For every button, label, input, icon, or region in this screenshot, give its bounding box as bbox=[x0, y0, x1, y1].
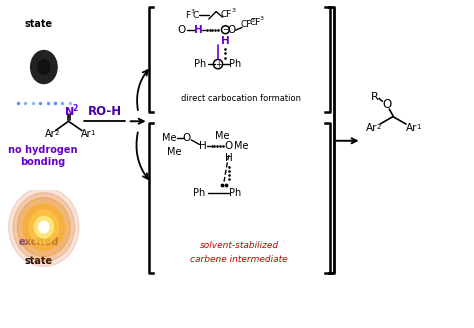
Text: Ar: Ar bbox=[366, 123, 377, 133]
Text: H: H bbox=[221, 36, 230, 46]
Text: solvent-stabilized: solvent-stabilized bbox=[200, 241, 279, 250]
Text: 3: 3 bbox=[251, 18, 255, 23]
Text: Ph: Ph bbox=[229, 188, 242, 198]
Text: N: N bbox=[65, 107, 74, 117]
Circle shape bbox=[29, 211, 59, 243]
Text: 3: 3 bbox=[260, 16, 264, 21]
Text: bonding: bonding bbox=[20, 157, 65, 167]
Text: Ph: Ph bbox=[194, 59, 207, 69]
Circle shape bbox=[39, 221, 49, 233]
Text: Me: Me bbox=[162, 133, 177, 143]
Text: O: O bbox=[225, 141, 233, 151]
Text: Me: Me bbox=[215, 131, 230, 141]
Text: H: H bbox=[225, 154, 233, 163]
Circle shape bbox=[23, 204, 64, 250]
Circle shape bbox=[13, 193, 75, 261]
Text: CF: CF bbox=[221, 10, 232, 19]
Text: Ar: Ar bbox=[406, 123, 417, 133]
Text: excited: excited bbox=[18, 237, 59, 247]
Text: O: O bbox=[228, 25, 236, 35]
Text: R: R bbox=[371, 92, 378, 102]
Text: Ar: Ar bbox=[81, 129, 91, 139]
Text: Ar: Ar bbox=[45, 129, 56, 139]
Text: Ph: Ph bbox=[193, 188, 206, 198]
Text: carbene intermediate: carbene intermediate bbox=[191, 255, 288, 264]
Text: C: C bbox=[192, 11, 199, 20]
Text: H: H bbox=[194, 25, 203, 35]
Circle shape bbox=[38, 60, 50, 74]
Circle shape bbox=[31, 51, 57, 84]
Text: O: O bbox=[178, 25, 186, 35]
Circle shape bbox=[9, 188, 79, 266]
Text: state: state bbox=[24, 256, 53, 266]
Text: 3: 3 bbox=[231, 8, 235, 13]
Circle shape bbox=[34, 216, 54, 238]
Text: Me: Me bbox=[234, 141, 248, 151]
Text: 2: 2 bbox=[376, 124, 381, 130]
Text: O: O bbox=[183, 133, 191, 143]
Text: −: − bbox=[222, 25, 228, 34]
Text: RO-H: RO-H bbox=[88, 106, 122, 118]
Text: CF: CF bbox=[240, 20, 252, 29]
Text: direct carbocation formation: direct carbocation formation bbox=[181, 94, 301, 103]
Text: 3: 3 bbox=[190, 9, 194, 14]
Circle shape bbox=[18, 197, 70, 256]
Text: O: O bbox=[382, 98, 391, 111]
Text: state: state bbox=[24, 19, 53, 29]
Text: 2: 2 bbox=[54, 130, 59, 136]
Text: CF: CF bbox=[249, 18, 261, 27]
Text: Ph: Ph bbox=[229, 59, 242, 69]
Text: Me: Me bbox=[167, 147, 181, 157]
Text: F: F bbox=[185, 11, 191, 20]
Text: +: + bbox=[215, 60, 221, 69]
Text: H: H bbox=[199, 141, 207, 151]
Text: 2: 2 bbox=[73, 104, 78, 113]
Text: 1: 1 bbox=[416, 124, 421, 130]
Text: 1: 1 bbox=[90, 130, 94, 136]
Text: no hydrogen: no hydrogen bbox=[8, 145, 78, 155]
